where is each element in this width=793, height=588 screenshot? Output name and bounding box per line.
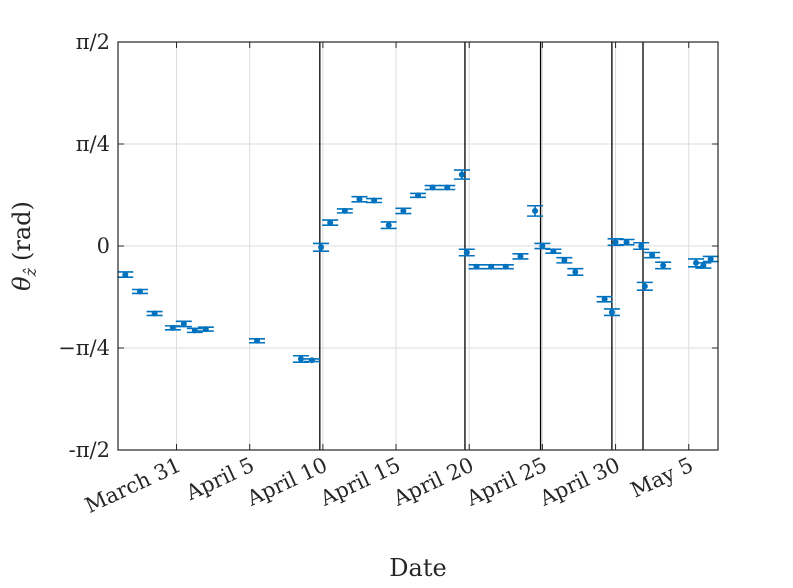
data-series-group bbox=[117, 169, 719, 364]
data-point bbox=[202, 326, 209, 333]
data-point bbox=[502, 263, 509, 270]
data-point bbox=[623, 239, 630, 246]
data-point bbox=[550, 248, 557, 255]
data-point bbox=[641, 283, 648, 290]
data-point bbox=[517, 253, 524, 260]
y-axis-symbol: θ bbox=[8, 276, 36, 291]
y-axis-title: θẑ (rad) bbox=[8, 201, 40, 291]
data-point bbox=[660, 262, 667, 269]
data-point bbox=[561, 257, 568, 264]
y-tick-label: π/2 bbox=[76, 30, 110, 54]
y-axis-subscript: ẑ bbox=[21, 267, 40, 277]
data-point bbox=[318, 244, 325, 251]
data-point bbox=[415, 192, 421, 199]
data-point bbox=[700, 262, 707, 269]
data-point bbox=[371, 197, 378, 204]
data-point bbox=[151, 310, 158, 317]
data-point bbox=[308, 357, 315, 364]
data-point bbox=[572, 268, 579, 275]
axis-ticks bbox=[118, 41, 718, 451]
data-point bbox=[473, 263, 480, 270]
data-point bbox=[385, 222, 392, 229]
y-tick-label: π/4 bbox=[76, 132, 110, 156]
data-point bbox=[122, 271, 129, 278]
data-point bbox=[638, 243, 645, 249]
data-point bbox=[429, 184, 436, 191]
data-series bbox=[117, 169, 719, 364]
data-point bbox=[444, 184, 451, 191]
data-point bbox=[649, 252, 656, 259]
x-axis-title: Date bbox=[389, 554, 446, 582]
y-axis-unit: (rad) bbox=[8, 201, 36, 261]
data-point bbox=[136, 288, 143, 295]
data-point bbox=[169, 324, 176, 331]
data-point bbox=[191, 327, 198, 334]
data-point bbox=[356, 196, 363, 203]
y-tick-labels: π/2 π/4 0 −π/4 -π/2 bbox=[58, 30, 110, 462]
data-point bbox=[601, 296, 608, 303]
data-point bbox=[254, 337, 261, 344]
y-tick-label: -π/2 bbox=[69, 438, 110, 462]
data-point bbox=[608, 309, 615, 316]
data-point bbox=[327, 219, 334, 226]
data-point bbox=[532, 207, 539, 214]
data-point bbox=[612, 239, 619, 246]
data-point bbox=[297, 355, 304, 362]
data-point bbox=[458, 171, 465, 178]
data-point bbox=[463, 249, 470, 256]
data-point bbox=[341, 207, 348, 214]
data-point bbox=[707, 255, 714, 262]
data-point bbox=[488, 263, 495, 270]
data-point bbox=[180, 320, 187, 327]
data-point bbox=[400, 207, 407, 214]
y-tick-label: 0 bbox=[97, 234, 110, 258]
y-tick-label: −π/4 bbox=[58, 336, 110, 360]
data-point bbox=[539, 243, 546, 249]
